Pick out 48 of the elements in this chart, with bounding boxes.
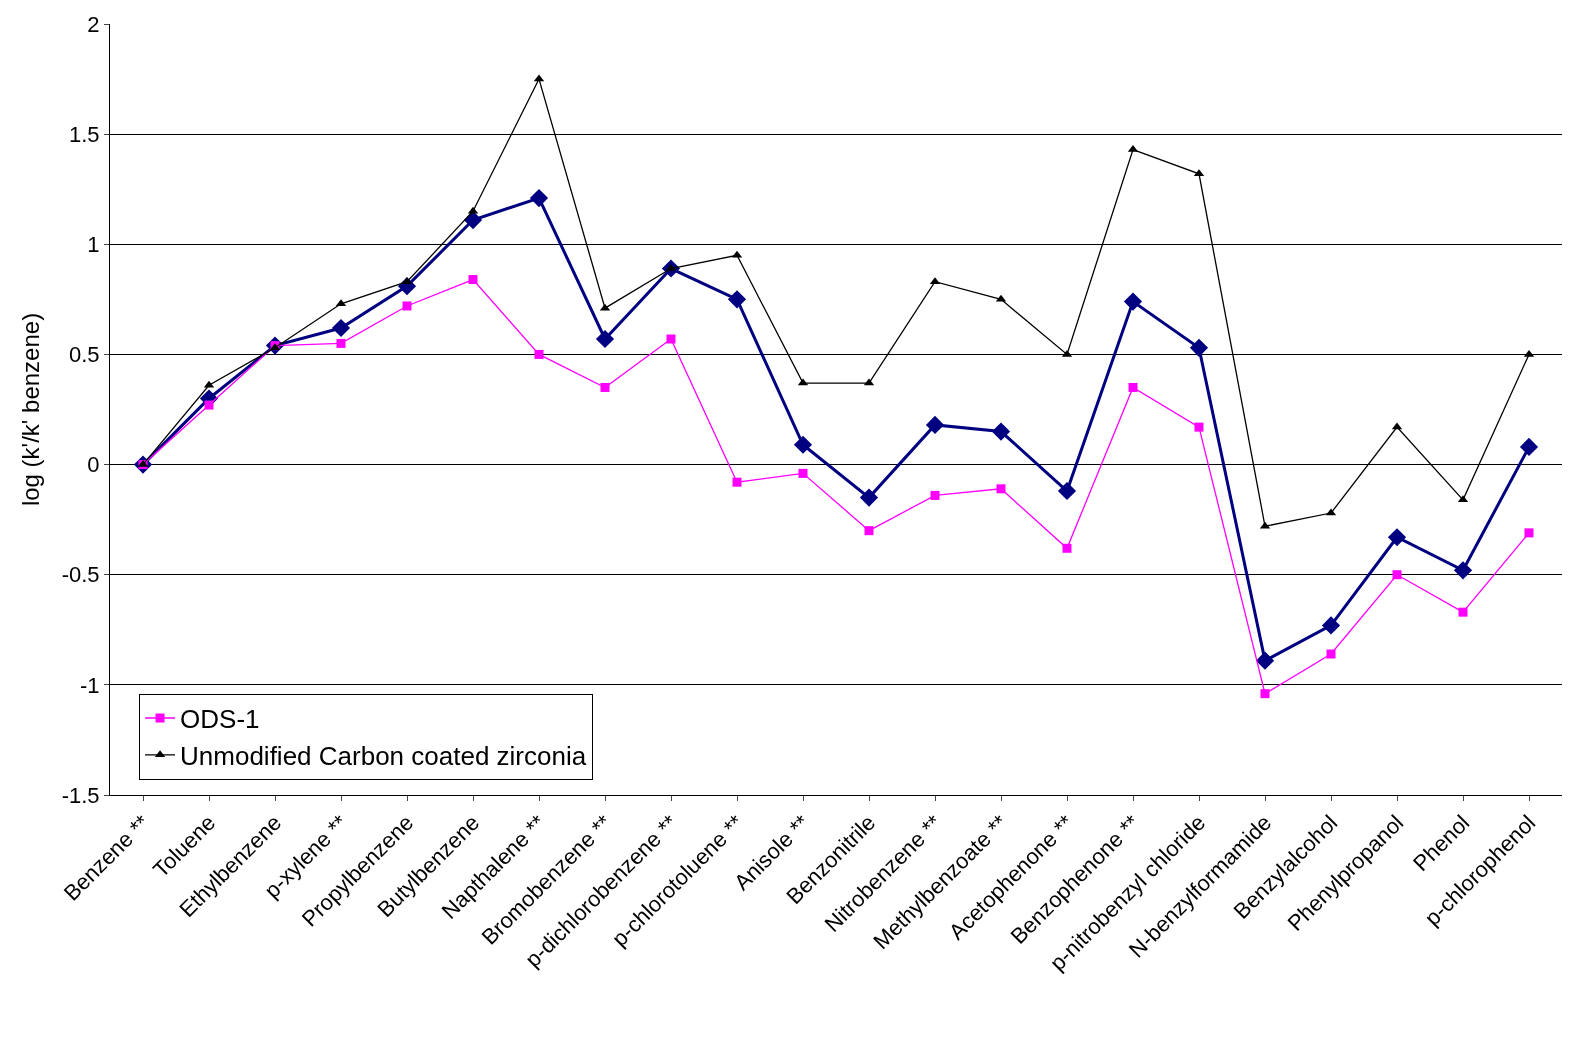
point — [1123, 292, 1143, 311]
point — [798, 468, 808, 478]
point — [666, 334, 676, 344]
point — [930, 490, 940, 500]
y-tick-label: -1.5 — [61, 782, 100, 808]
point — [336, 338, 346, 348]
point — [1387, 528, 1407, 547]
y-tick-label: -0.5 — [61, 562, 100, 588]
y-tick-label: -1 — [80, 672, 100, 698]
point — [925, 415, 945, 435]
point — [996, 484, 1006, 494]
point — [732, 477, 742, 487]
point — [1062, 543, 1072, 553]
point — [1128, 382, 1138, 392]
point — [595, 329, 615, 349]
point — [402, 301, 412, 311]
point — [468, 275, 478, 285]
point — [991, 422, 1011, 441]
legend-label: Unmodified Carbon coated zirconia — [180, 740, 587, 771]
point — [793, 435, 813, 454]
point — [727, 290, 747, 309]
point — [1321, 616, 1341, 635]
point — [463, 210, 483, 230]
point — [1392, 570, 1402, 580]
point — [534, 349, 544, 359]
point — [600, 382, 610, 392]
point — [204, 400, 214, 410]
point — [859, 488, 879, 507]
y-tick-label: 1.5 — [69, 121, 100, 147]
y-tick-label: 1 — [87, 231, 100, 257]
point — [1458, 607, 1468, 617]
y-tick-label: 0.5 — [69, 342, 100, 368]
point — [1255, 651, 1275, 670]
point — [1524, 528, 1534, 538]
point — [1326, 649, 1336, 659]
point — [1260, 689, 1270, 699]
y-tick-label: 2 — [87, 11, 100, 37]
point — [1194, 422, 1204, 432]
point — [1189, 338, 1209, 357]
legend-label: ODS-1 — [180, 704, 260, 735]
y-tick-label: 0 — [87, 452, 100, 478]
point — [1453, 561, 1473, 580]
y-axis-title: log (k'/k' benzene) — [16, 312, 44, 507]
point — [864, 526, 874, 536]
point — [1519, 437, 1539, 457]
point — [331, 318, 351, 338]
point — [1057, 481, 1077, 501]
point — [529, 188, 549, 208]
